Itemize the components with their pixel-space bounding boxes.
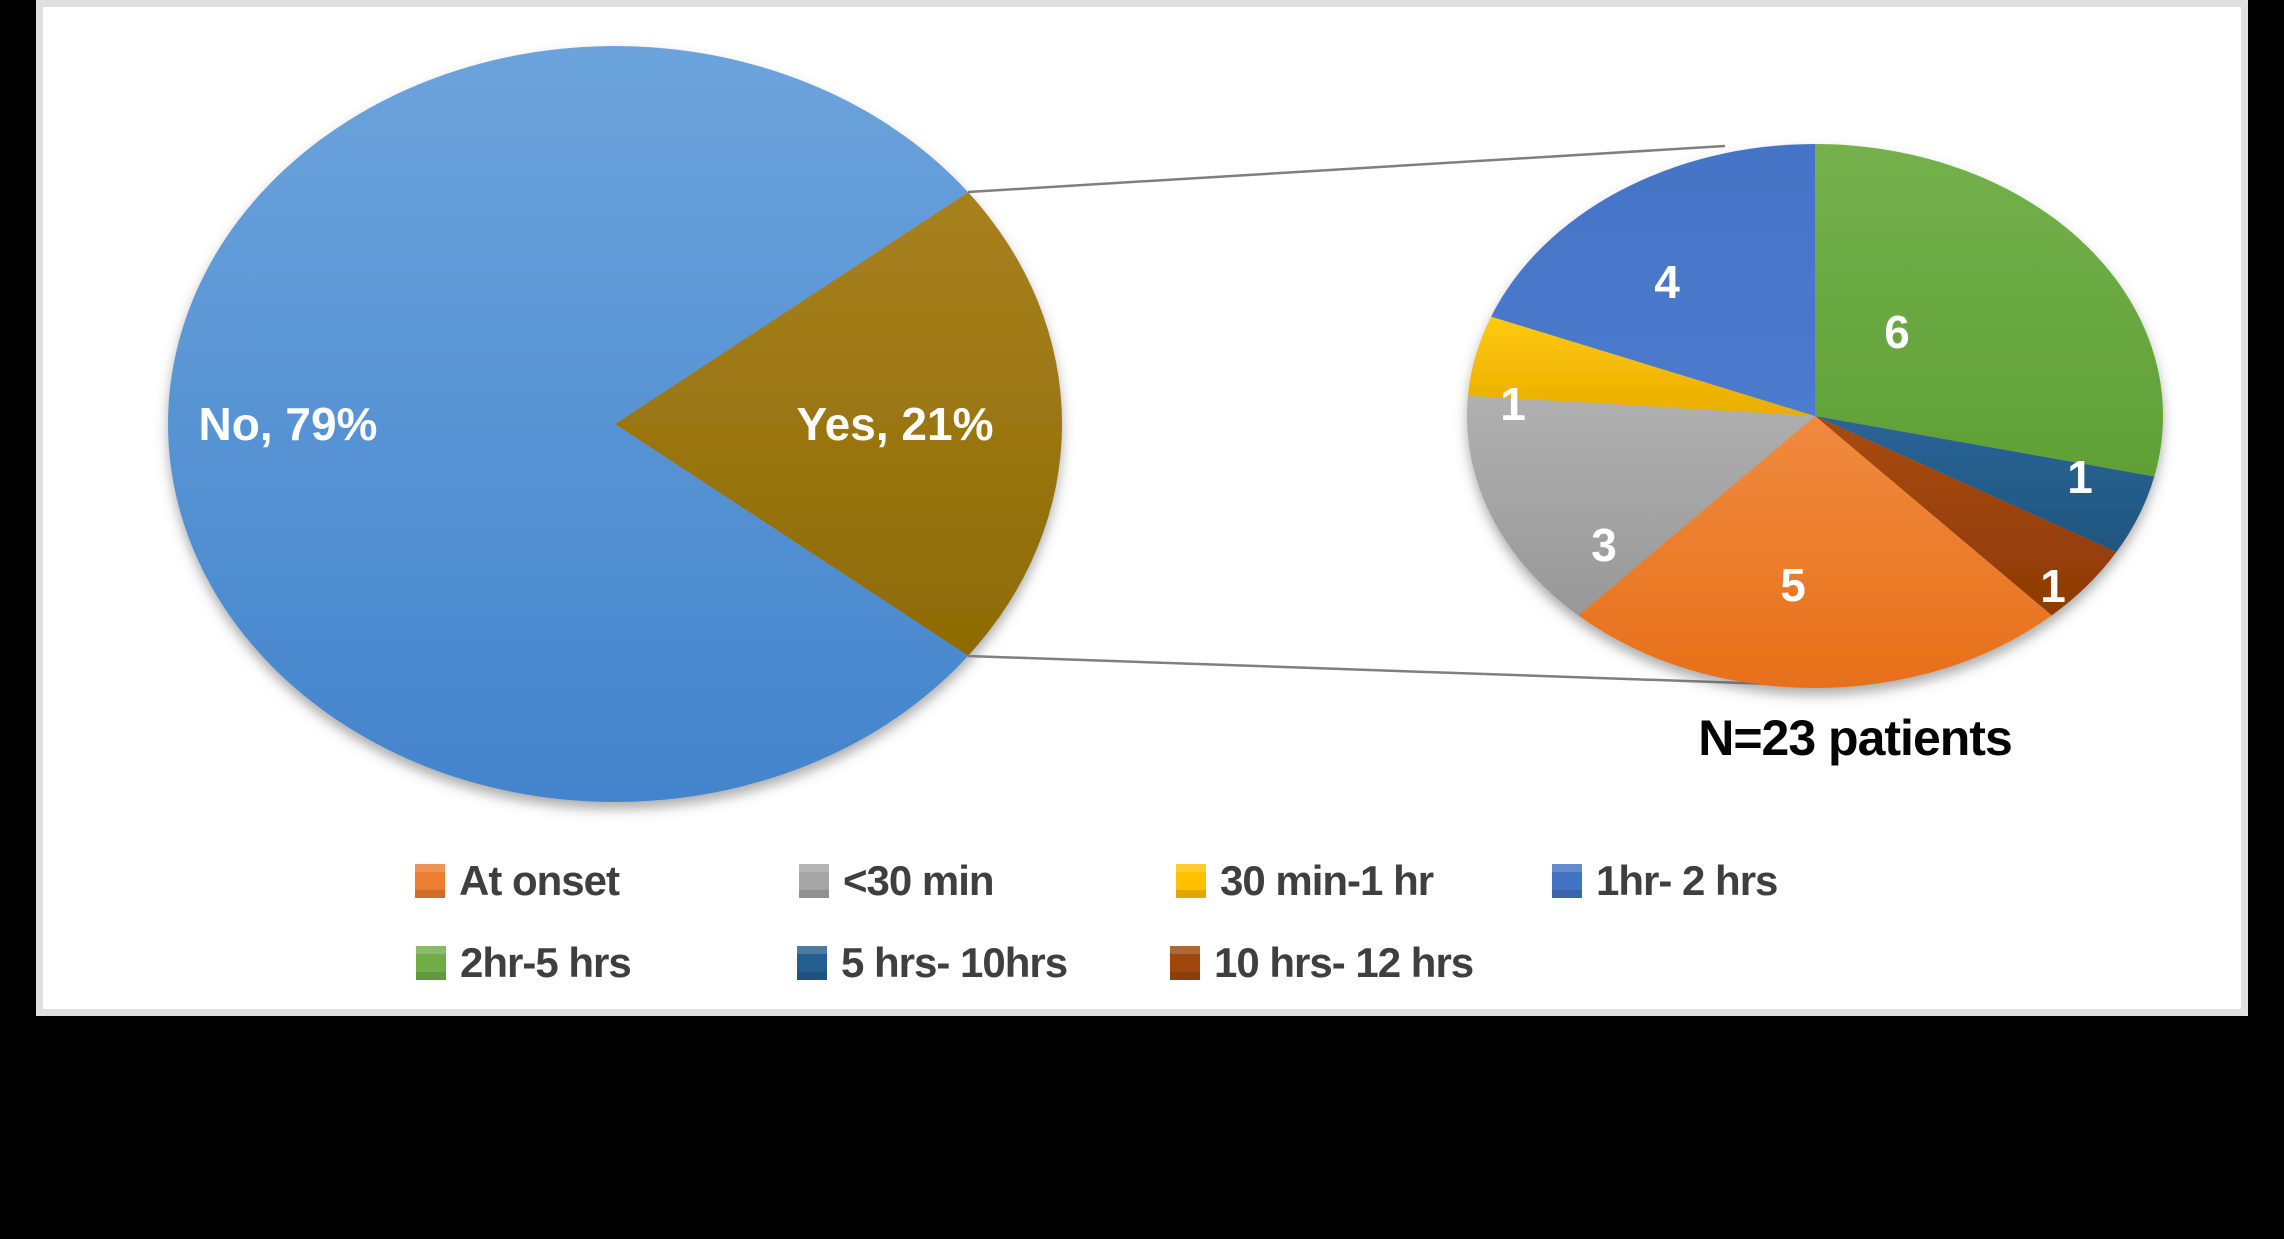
main-slice-yes bbox=[615, 192, 1063, 656]
legend-marker-2hr-5-hrs bbox=[416, 946, 446, 980]
secondary-pie bbox=[1467, 144, 2164, 689]
connector-line-1 bbox=[967, 144, 1726, 194]
connector-line-2 bbox=[967, 654, 1773, 686]
secondary-slice-value-label: 6 bbox=[1884, 306, 1910, 358]
legend-item-10-hrs-12-hrs: 10 hrs- 12 hrs bbox=[1170, 939, 1474, 986]
legend-item-lt-30-min: <30 min bbox=[799, 857, 995, 904]
legend-label-5-hrs-10hrs: 5 hrs- 10hrs bbox=[841, 939, 1068, 986]
legend-marker-30-min-1-hr bbox=[1176, 864, 1206, 898]
secondary-slice-value-label: 1 bbox=[1500, 378, 1526, 430]
secondary-slice-5 bbox=[1468, 316, 1815, 416]
legend-label-10-hrs-12-hrs: 10 hrs- 12 hrs bbox=[1214, 939, 1474, 986]
legend-label-2hr-5-hrs: 2hr-5 hrs bbox=[460, 939, 632, 986]
secondary-slice-value-label: 5 bbox=[1780, 559, 1806, 611]
legend-item-at-onset: At onset bbox=[415, 857, 620, 904]
legend-item-30-min-1-hr: 30 min-1 hr bbox=[1176, 857, 1434, 904]
secondary-slice-value-label: 3 bbox=[1591, 519, 1617, 571]
legend-label-1hr-2-hrs: 1hr- 2 hrs bbox=[1596, 857, 1778, 904]
sample-size-annotation: N=23 patients bbox=[1698, 710, 2013, 766]
main-slice-label-yes: Yes, 21% bbox=[797, 398, 994, 450]
secondary-slice-value-label: 1 bbox=[2040, 560, 2066, 612]
main-pie bbox=[168, 46, 1063, 803]
legend-marker-1hr-2-hrs bbox=[1552, 864, 1582, 898]
secondary-slice-6 bbox=[1491, 144, 1815, 416]
secondary-slice-1 bbox=[1815, 416, 2155, 552]
legend-marker-10-hrs-12-hrs bbox=[1170, 946, 1200, 980]
legend-marker-lt-30-min bbox=[799, 864, 829, 898]
secondary-slice-0 bbox=[1815, 144, 2164, 477]
legend-marker-5-hrs-10hrs bbox=[797, 946, 827, 980]
legend-label-at-onset: At onset bbox=[459, 857, 620, 904]
legend-label-30-min-1-hr: 30 min-1 hr bbox=[1220, 857, 1434, 904]
legend-item-1hr-2-hrs: 1hr- 2 hrs bbox=[1552, 857, 1778, 904]
legend-label-lt-30-min: <30 min bbox=[843, 857, 995, 904]
legend-item-2hr-5-hrs: 2hr-5 hrs bbox=[416, 939, 632, 986]
legend-marker-at-onset bbox=[415, 864, 445, 898]
secondary-slice-value-label: 4 bbox=[1654, 256, 1680, 308]
secondary-slice-2 bbox=[1815, 416, 2117, 616]
secondary-slice-3 bbox=[1578, 416, 2052, 689]
secondary-slice-4 bbox=[1467, 395, 1815, 616]
main-slice-label-no: No, 79% bbox=[199, 398, 378, 450]
legend-item-5-hrs-10hrs: 5 hrs- 10hrs bbox=[797, 939, 1068, 986]
main-slice-no bbox=[168, 46, 969, 803]
secondary-slice-value-label: 1 bbox=[2067, 451, 2093, 503]
